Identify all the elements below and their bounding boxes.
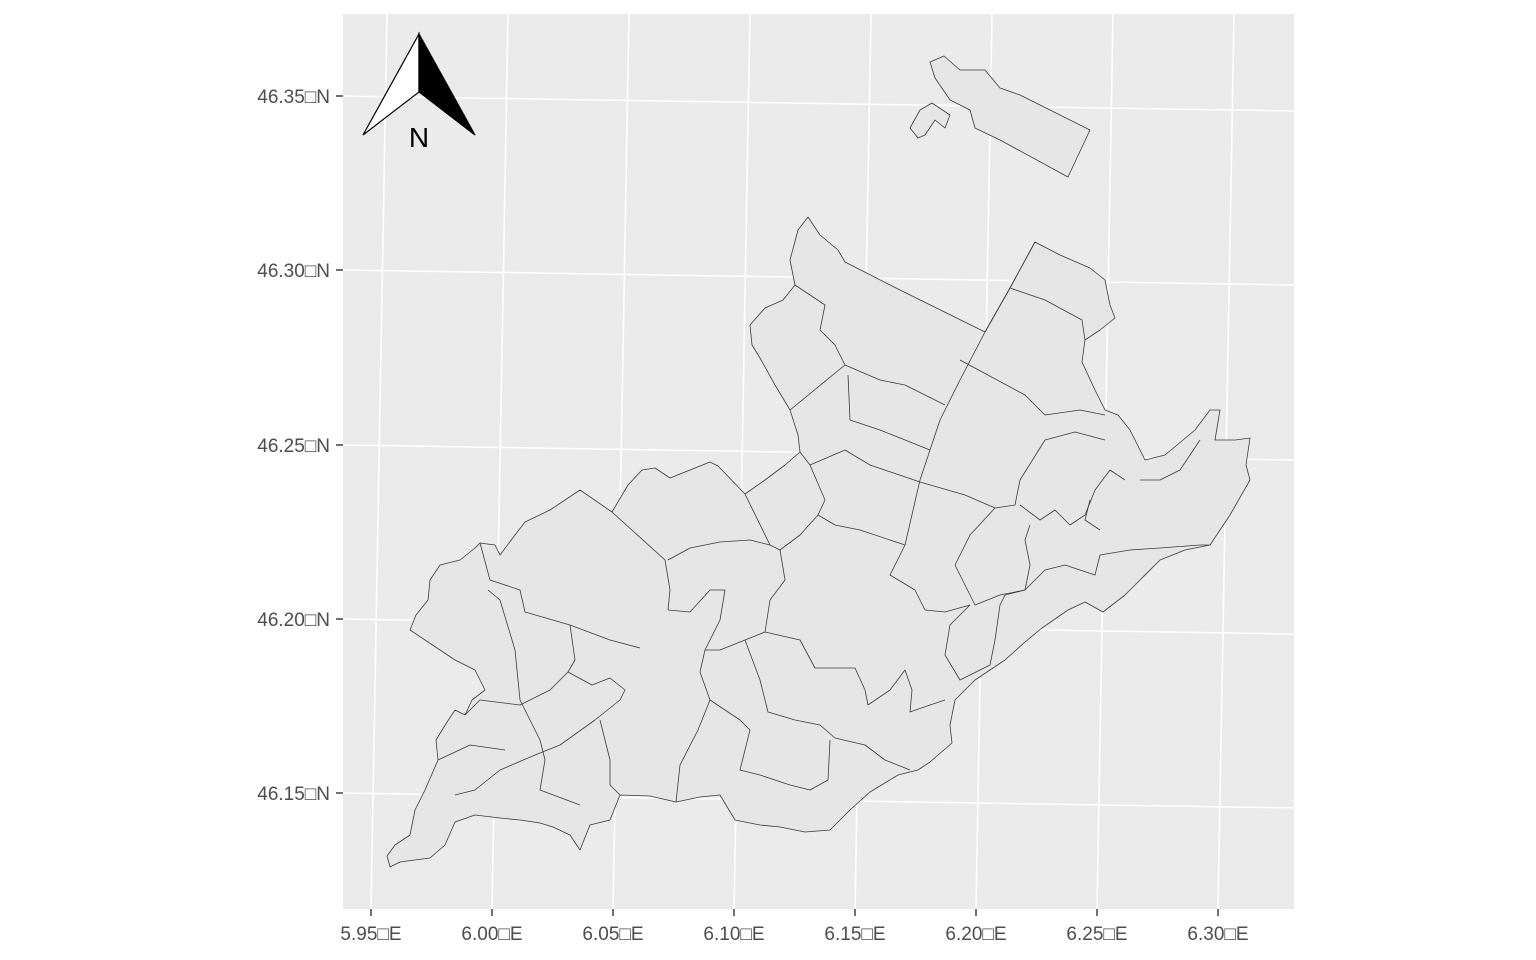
boundary-15 <box>454 671 626 796</box>
boundary-17 <box>567 624 576 673</box>
internal-boundaries <box>437 241 1210 806</box>
northern-exclave <box>929 55 1091 178</box>
grid-line-lat-46.35 <box>342 95 1295 112</box>
north-arrow-icon: N <box>362 31 476 153</box>
x-axis-labels: 5.95□E 6.00□E 6.05□E 6.10□E 6.15□E 6.20□… <box>340 924 1248 945</box>
boundary-20 <box>744 639 836 739</box>
y-axis-labels: 46.35□N 46.30□N 46.25□N 46.20□N 46.15□N <box>257 87 330 805</box>
y-tick-label: 46.20□N <box>257 610 330 631</box>
boundary-30 <box>1140 439 1201 481</box>
x-tick-label: 6.10□E <box>703 924 764 945</box>
boundary-5 <box>789 364 846 411</box>
y-tick-label: 46.15□N <box>257 784 330 805</box>
x-tick-label: 6.20□E <box>945 924 1006 945</box>
boundary-7 <box>799 431 1106 509</box>
boundary-8 <box>809 464 906 546</box>
x-tick-label: 6.05□E <box>582 924 643 945</box>
x-tick-label: 5.95□E <box>340 924 401 945</box>
boundary-4 <box>794 284 946 406</box>
north-arrow-letter: N <box>409 122 429 153</box>
boundary-28 <box>1084 499 1101 531</box>
boundary-3 <box>959 359 1106 416</box>
canton-main-outline <box>386 216 1251 868</box>
x-tick-label: 6.30□E <box>1187 924 1248 945</box>
boundary-23 <box>867 669 946 713</box>
y-axis-ticks <box>336 95 343 794</box>
y-tick-label: 46.30□N <box>257 261 330 282</box>
boundary-1 <box>889 241 1036 613</box>
x-axis-ticks <box>370 909 1219 916</box>
x-tick-label: 6.25□E <box>1066 924 1127 945</box>
boundary-26 <box>1019 469 1126 526</box>
boundary-14 <box>487 589 581 806</box>
boundary-27 <box>1099 544 1210 556</box>
boundary-16 <box>437 744 506 761</box>
boundary-11 <box>611 511 726 803</box>
y-tick-label: 46.25□N <box>257 436 330 457</box>
boundary-21 <box>709 699 831 791</box>
northern-exclave-small <box>909 102 951 139</box>
boundary-6 <box>847 374 931 451</box>
boundary-10 <box>764 549 869 706</box>
y-tick-label: 46.35□N <box>257 87 330 108</box>
boundary-24 <box>944 589 1026 681</box>
boundary-29 <box>1024 524 1031 591</box>
grid-line-lon-5.95 <box>370 13 388 910</box>
boundary-18 <box>599 719 621 796</box>
boundary-13 <box>479 542 641 649</box>
x-tick-label: 6.15□E <box>824 924 885 945</box>
x-tick-label: 6.00□E <box>461 924 522 945</box>
boundary-22 <box>834 737 911 771</box>
boundary-12 <box>667 539 771 561</box>
regions <box>386 55 1251 868</box>
boundary-25 <box>954 507 1101 606</box>
boundary-2 <box>1009 287 1086 341</box>
boundary-19 <box>705 631 766 651</box>
